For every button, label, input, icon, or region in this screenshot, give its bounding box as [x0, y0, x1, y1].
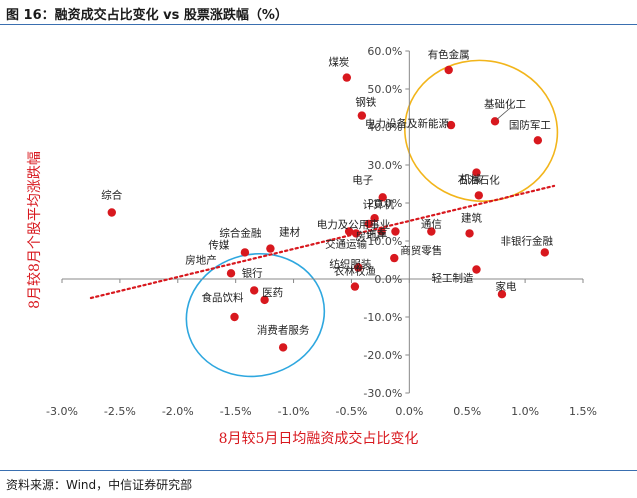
highlight-ellipses	[185, 59, 559, 378]
data-label: 基础化工	[484, 97, 526, 110]
y-tick-label: -30.0%	[363, 387, 402, 400]
trendline-layer	[89, 184, 556, 300]
data-point	[446, 120, 456, 130]
data-label: 建材	[279, 226, 300, 239]
data-point	[350, 282, 360, 291]
data-label: 有色金属	[428, 48, 470, 61]
data-point	[540, 248, 549, 257]
trendline	[89, 184, 556, 300]
data-label: 国防军工	[509, 118, 551, 131]
highlight-ellipse-2	[185, 252, 326, 378]
data-label: 纺织服装	[329, 258, 371, 271]
x-tick-label: 0.0%	[395, 405, 423, 418]
y-tick-label: -20.0%	[363, 349, 402, 362]
scatter-chart: -3.0% -2.5% -2.0% -1.5% -1.0% -0.5% 0.0% 0.5% 1.…	[46, 45, 597, 418]
highlight-ellipse-1	[404, 59, 559, 203]
data-label: 汽车	[367, 228, 388, 241]
data-label: 房地产	[355, 230, 387, 243]
data-label: 传媒	[208, 238, 229, 251]
source-note: 资料来源：Wind，中信证券研究部	[6, 478, 193, 492]
data-point	[357, 111, 367, 120]
data-label: 轻工制造	[431, 272, 473, 285]
x-axis-title: 8月较5月日均融资成交占比变化	[218, 431, 419, 447]
data-point	[354, 263, 363, 272]
data-point	[472, 168, 481, 177]
x-tick-label: 0.5%	[453, 405, 481, 418]
x-tick-label: 1.5%	[569, 405, 597, 418]
y-tick-label: 40.0%	[367, 121, 402, 134]
data-point	[390, 253, 399, 263]
data-point	[444, 65, 453, 75]
data-point	[378, 193, 387, 202]
data-point	[278, 343, 288, 352]
data-point	[107, 208, 116, 217]
data-point	[266, 244, 275, 253]
data-label: 计算机	[363, 198, 395, 211]
y-tick-label: 0.0%	[374, 273, 402, 286]
data-point	[472, 265, 481, 274]
label-leader	[496, 106, 512, 120]
data-point	[427, 227, 436, 236]
data-point	[342, 73, 352, 82]
figure-title: 图 16：融资成交占比变化 vs 股票涨跌幅（%）	[6, 8, 288, 23]
data-label: 电力设备及新能源	[365, 117, 449, 130]
y-tick-label: 60.0%	[367, 45, 402, 58]
data-point	[465, 229, 474, 238]
x-tick-label: -2.5%	[104, 405, 136, 418]
data-label: 消费者服务	[257, 323, 310, 336]
data-point	[364, 219, 374, 229]
data-label: 非银行金融	[501, 234, 554, 247]
data-label: 医药	[262, 287, 283, 299]
x-tick-label: -2.0%	[162, 405, 194, 418]
data-label: 通信	[421, 219, 442, 231]
data-point	[391, 227, 400, 236]
data-point	[370, 214, 379, 223]
data-label: 钢铁	[355, 96, 376, 109]
data-label: 家电	[495, 280, 516, 293]
data-label: 交通运输	[325, 237, 367, 250]
data-point	[249, 286, 259, 295]
data-point	[351, 229, 361, 238]
x-tick-label: -3.0%	[46, 405, 78, 418]
title-divider	[0, 24, 637, 25]
data-label: 商贸零售	[400, 244, 442, 257]
data-label: 机械	[460, 173, 481, 186]
data-point	[377, 227, 386, 236]
y-tick-label: -10.0%	[363, 311, 402, 324]
data-point	[344, 227, 354, 236]
y-tick-label: 50.0%	[367, 83, 402, 96]
data-label: 电力及公用事业	[317, 218, 391, 231]
data-label: 综合金融	[219, 227, 261, 240]
data-label: 综合	[101, 189, 122, 202]
x-tick-label: 1.0%	[511, 405, 539, 418]
data-point	[474, 191, 483, 200]
data-label: 煤炭	[328, 56, 349, 69]
footer-divider	[0, 470, 637, 471]
data-point	[497, 290, 507, 299]
x-axis-title-wrap: 8月较5月日均融资成交占比变化	[0, 428, 637, 448]
y-tick-label: 20.0%	[367, 197, 402, 210]
x-tick-label: -1.0%	[278, 405, 310, 418]
data-point	[230, 312, 239, 322]
data-label: 食品饮料	[202, 291, 244, 304]
axes: -3.0% -2.5% -2.0% -1.5% -1.0% -0.5% 0.0% 0.5% 1.…	[46, 45, 597, 418]
y-tick-label: 30.0%	[367, 159, 402, 172]
data-point	[260, 295, 269, 305]
data-points	[107, 65, 549, 352]
data-point	[533, 136, 543, 145]
y-tick-label: 10.0%	[367, 235, 402, 248]
data-label: 银行	[242, 266, 263, 279]
data-point	[226, 269, 236, 278]
x-tick-label: -1.5%	[220, 405, 252, 418]
data-label: 石油石化	[458, 173, 500, 186]
data-label: 房地产	[185, 253, 217, 266]
data-label: 电子	[352, 173, 373, 186]
y-axis-title: 8月较8月个股平均涨跌幅	[27, 151, 43, 309]
data-label: 农林牧渔	[334, 265, 376, 278]
data-label: 建筑	[461, 211, 482, 224]
data-point	[240, 248, 250, 257]
x-tick-label: -0.5%	[335, 405, 367, 418]
